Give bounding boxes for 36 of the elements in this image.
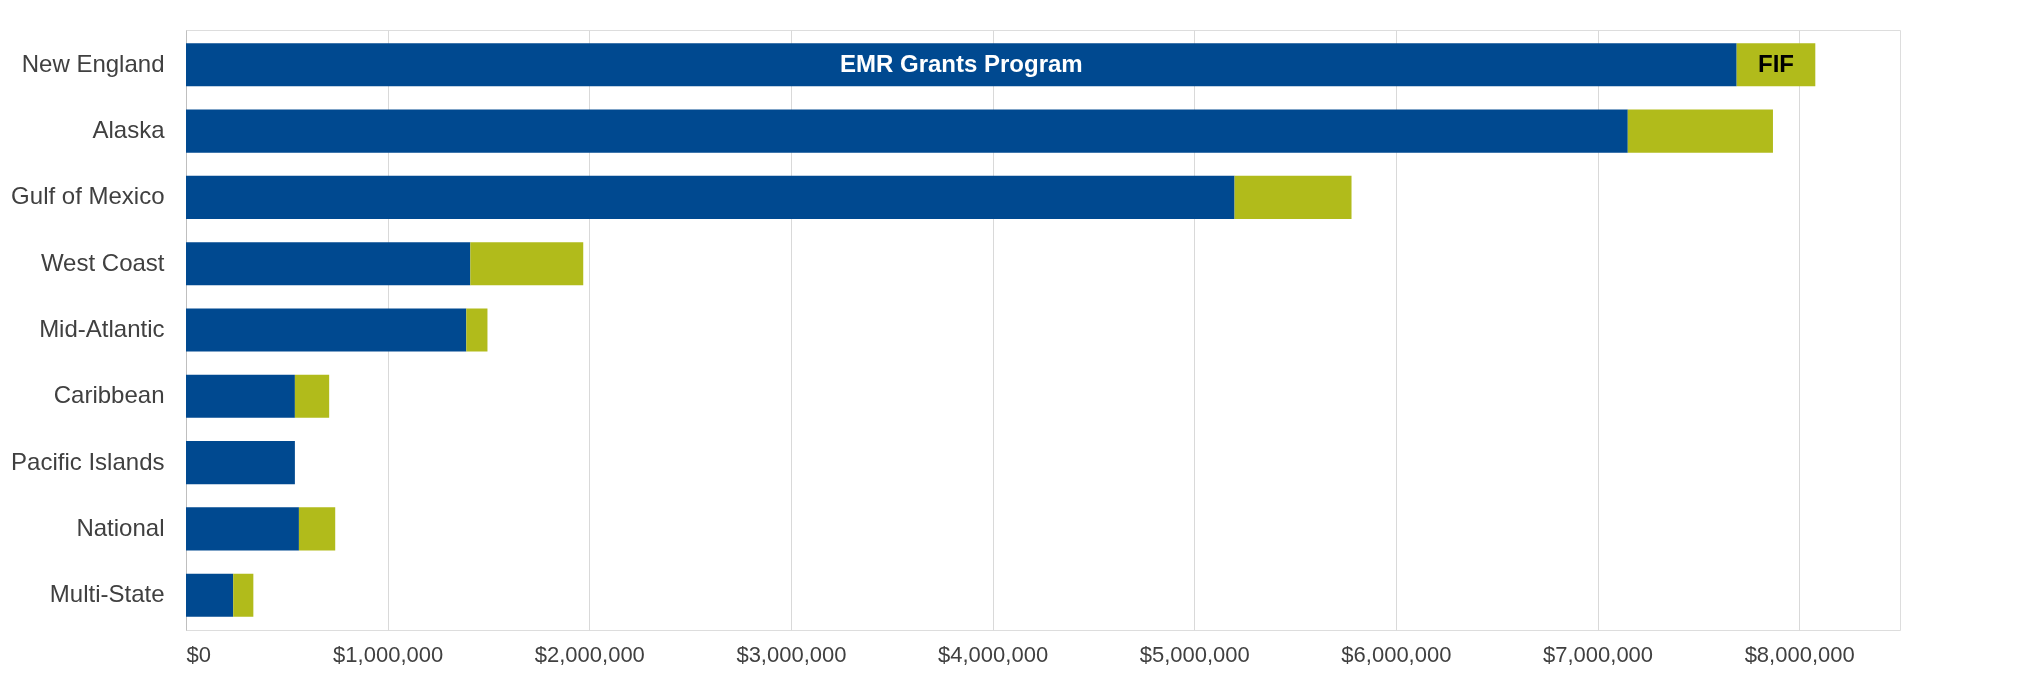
bar bbox=[298, 507, 336, 551]
bar bbox=[1234, 175, 1352, 219]
series-label: FIF bbox=[1757, 49, 1794, 77]
bar bbox=[186, 441, 295, 485]
x-tick-label: $4,000,000 bbox=[938, 641, 1049, 667]
bar bbox=[186, 43, 1737, 87]
y-tick-label: Gulf of Mexico bbox=[11, 182, 165, 210]
bar bbox=[470, 242, 584, 286]
x-tick-label: $1,000,000 bbox=[333, 641, 444, 667]
y-tick-label: New England bbox=[21, 49, 165, 77]
x-tick-label: $6,000,000 bbox=[1341, 641, 1452, 667]
bar bbox=[186, 242, 471, 286]
y-tick-label: Multi-State bbox=[49, 580, 165, 608]
bar bbox=[466, 308, 488, 352]
y-tick-label: Mid-Atlantic bbox=[39, 315, 165, 342]
x-tick-label: $3,000,000 bbox=[736, 641, 847, 667]
bar bbox=[233, 573, 254, 617]
bar bbox=[186, 573, 234, 617]
x-tick-label: $7,000,000 bbox=[1542, 641, 1654, 667]
bar bbox=[186, 374, 295, 418]
y-tick-label: National bbox=[76, 513, 165, 541]
series-label: EMR Grants Program bbox=[839, 49, 1083, 77]
x-tick-label: $8,000,000 bbox=[1744, 641, 1855, 667]
bar bbox=[186, 109, 1628, 153]
y-tick-label: Alaska bbox=[92, 116, 166, 144]
bar bbox=[1627, 109, 1773, 153]
x-tick-label: $2,000,000 bbox=[534, 641, 645, 667]
bar bbox=[294, 374, 330, 418]
y-tick-label: Pacific Islands bbox=[11, 447, 165, 475]
y-tick-label: Caribbean bbox=[53, 381, 165, 409]
bar bbox=[186, 308, 467, 352]
x-tick-label: $0 bbox=[186, 641, 211, 667]
bar bbox=[186, 507, 299, 551]
y-tick-label: West Coast bbox=[40, 248, 165, 276]
bar bbox=[186, 175, 1235, 219]
x-tick-label: $5,000,000 bbox=[1139, 641, 1250, 667]
